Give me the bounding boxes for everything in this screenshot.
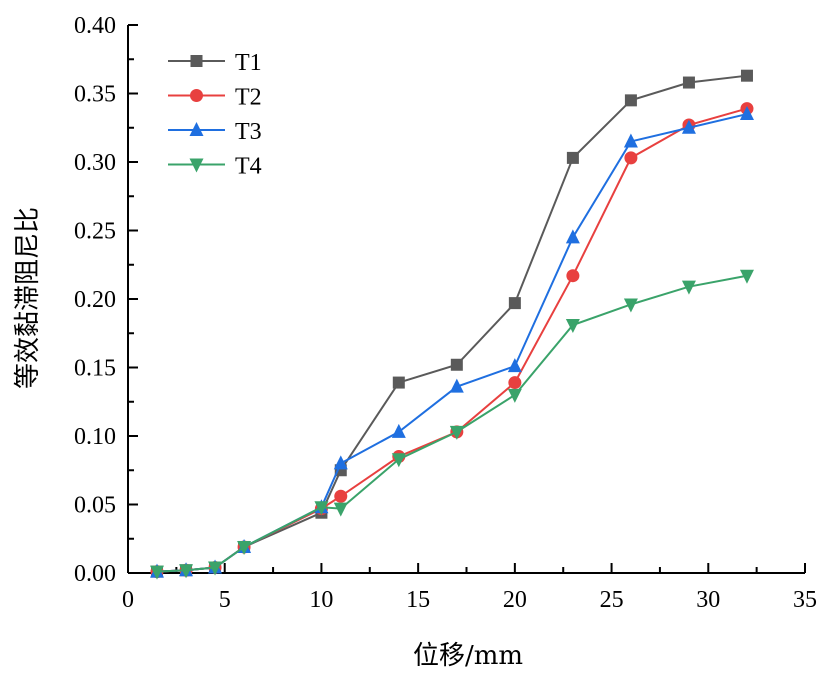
data-point-T4	[565, 319, 580, 334]
x-tick-label: 5	[219, 587, 231, 613]
legend-label: T4	[235, 154, 262, 180]
x-tick-label: 30	[696, 587, 720, 613]
data-point-T1	[682, 76, 695, 89]
data-point-T3	[391, 423, 406, 438]
legend-marker	[190, 55, 203, 67]
legend-label: T3	[235, 119, 262, 145]
series-T4	[150, 269, 754, 580]
data-point-T3	[623, 133, 638, 148]
data-point-T2	[508, 376, 522, 390]
y-tick-label: 0.20	[74, 287, 116, 313]
data-point-T3	[565, 229, 580, 244]
data-point-T3	[739, 106, 754, 121]
data-point-T4	[507, 388, 522, 403]
legend-item-T2: T2	[168, 85, 262, 111]
series-line-T4	[156, 274, 748, 573]
series-group	[150, 69, 754, 580]
data-point-T4	[179, 564, 194, 579]
data-point-T4	[623, 298, 638, 313]
data-point-T4	[391, 453, 406, 468]
x-tick-label: 0	[122, 587, 134, 613]
data-point-T1	[450, 358, 463, 371]
data-point-T4	[314, 501, 329, 516]
data-point-T1	[392, 376, 405, 389]
y-tick-label: 0.40	[74, 13, 116, 39]
data-point-T4	[237, 540, 252, 555]
x-axis-title: 位移/mm	[413, 641, 523, 671]
legend-marker	[189, 158, 204, 173]
data-point-T1	[508, 297, 521, 310]
data-point-T2	[624, 151, 638, 165]
data-point-T1	[624, 94, 637, 107]
series-line-T1	[156, 74, 748, 573]
series-T1	[151, 69, 753, 578]
legend-label: T2	[235, 85, 262, 111]
y-tick-label: 0.00	[74, 561, 116, 587]
data-point-T1	[566, 151, 579, 164]
series-line-T3	[156, 113, 748, 573]
y-tick-label: 0.05	[74, 493, 116, 519]
data-point-T2	[334, 489, 348, 503]
x-tick-label: 35	[793, 587, 817, 613]
legend-item-T3: T3	[168, 119, 262, 145]
data-point-T3	[449, 378, 464, 393]
legend-marker	[189, 122, 204, 136]
y-tick-label: 0.15	[74, 356, 116, 382]
legend-marker	[190, 89, 203, 102]
y-tick-label: 0.30	[74, 150, 116, 176]
data-point-T3	[333, 455, 348, 470]
data-point-T4	[208, 561, 223, 576]
legend-label: T1	[235, 50, 262, 76]
x-tick-label: 20	[503, 587, 527, 613]
legend-item-T1: T1	[168, 50, 262, 76]
y-axis-title: 等效黏滞阻尼比	[13, 207, 43, 389]
data-point-T4	[739, 269, 754, 284]
data-point-T2	[566, 269, 580, 283]
y-tick-label: 0.35	[74, 82, 116, 108]
x-tick-label: 10	[309, 587, 333, 613]
data-point-T4	[449, 425, 464, 440]
data-point-T4	[333, 502, 348, 517]
data-point-T4	[150, 565, 165, 580]
legend: T1 T2 T3 T4	[168, 50, 262, 180]
x-tick-label: 25	[600, 587, 624, 613]
y-tick-label: 0.10	[74, 424, 116, 450]
legend-item-T4: T4	[168, 154, 262, 180]
data-point-T4	[681, 280, 696, 295]
axes: 0 5 10 15 20 25 30 35 0.00 0.05 0.10 0.15 0.20 0.25 0.…	[74, 13, 817, 613]
data-point-T3	[681, 119, 696, 134]
y-tick-label: 0.25	[74, 219, 116, 245]
data-point-T3	[507, 358, 522, 373]
data-point-T1	[740, 69, 753, 82]
x-tick-label: 15	[406, 587, 430, 613]
